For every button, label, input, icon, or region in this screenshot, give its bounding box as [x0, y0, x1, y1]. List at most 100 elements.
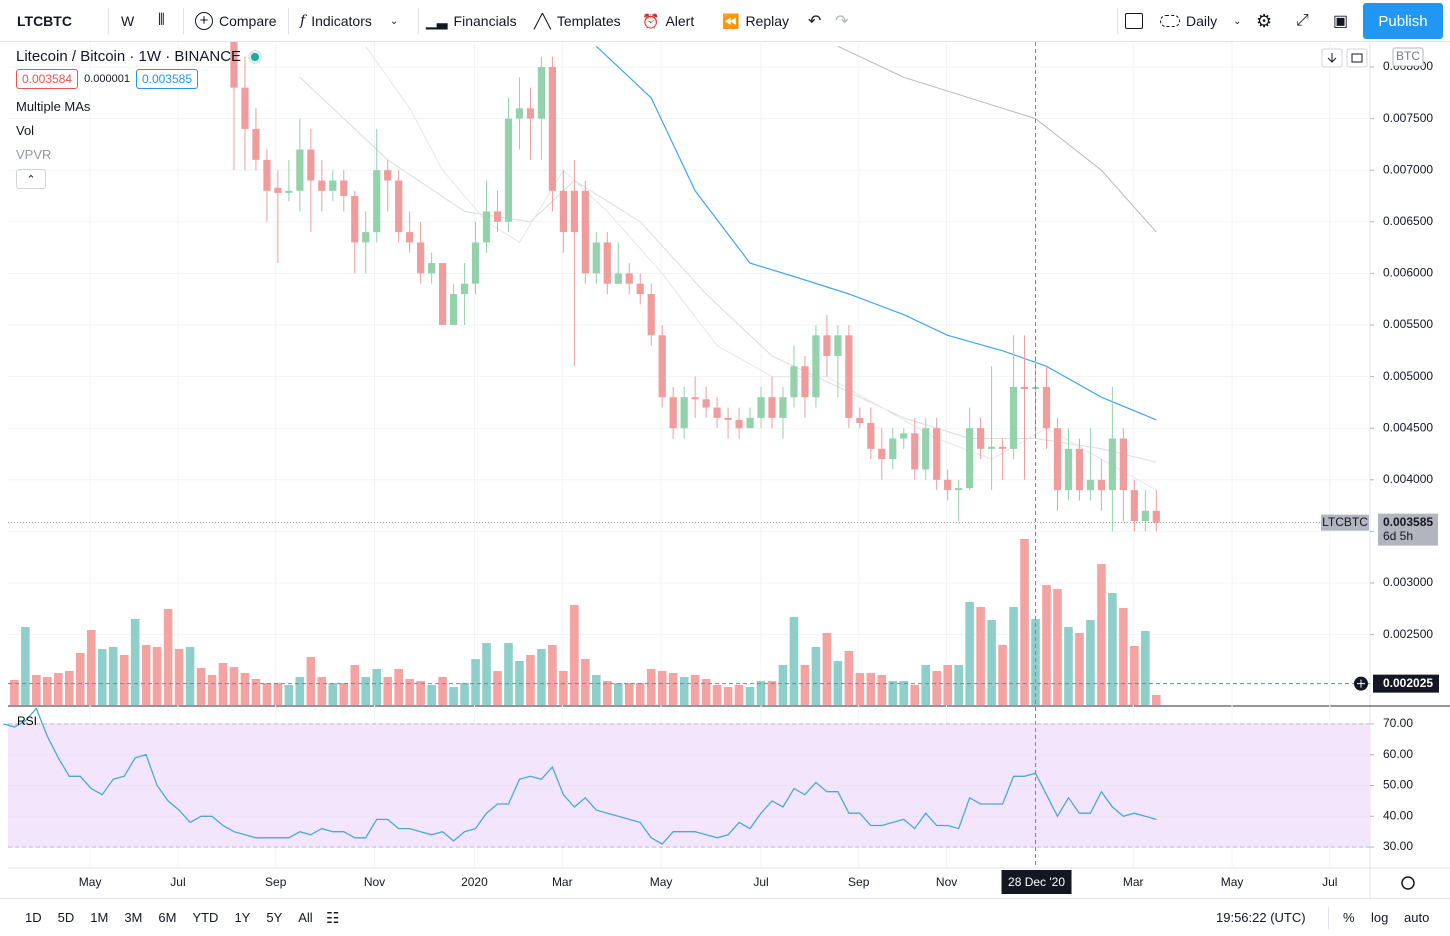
crosshair-price: 0.002025	[1383, 676, 1433, 690]
templates[interactable]: ╱╲ Templates	[534, 12, 621, 30]
volume-bar	[954, 665, 963, 705]
candle-body	[768, 397, 776, 418]
bid[interactable]: 0.003584	[16, 69, 79, 89]
range-button[interactable]: 1D	[25, 910, 42, 925]
candle-body	[428, 263, 436, 274]
publish[interactable]: Publish	[1363, 3, 1443, 39]
date-range[interactable]: ☷	[326, 909, 340, 927]
quote-row: 0.003584 0.000001 0.003585	[16, 69, 259, 89]
last-price-badge-bg	[1378, 513, 1438, 546]
candle-body	[614, 273, 622, 284]
volume-bar	[218, 663, 228, 705]
candle-body	[241, 87, 249, 129]
volume-bar	[262, 683, 272, 705]
candle-body	[658, 335, 666, 398]
select-layout[interactable]	[1125, 0, 1143, 42]
symbol-badge: LTCBTC	[1322, 515, 1368, 529]
candle-body	[878, 448, 886, 460]
range-button[interactable]: YTD	[192, 910, 219, 925]
settings-icon[interactable]	[1401, 876, 1415, 890]
volume-bar	[328, 683, 338, 705]
rsi-tick-label: 40.00	[1383, 808, 1413, 822]
candle-body	[647, 294, 655, 336]
chart-type[interactable]: ⫴	[158, 12, 165, 29]
log[interactable]: log	[1371, 910, 1389, 925]
crosshair-date-bg	[1001, 870, 1072, 894]
financials[interactable]: ▁▃ Financials	[426, 12, 517, 30]
alert[interactable]: ⏰ Alert	[642, 12, 695, 30]
interval[interactable]: W	[121, 13, 135, 29]
x-tick-label: Jul	[1322, 875, 1337, 889]
indicators[interactable]: f Indicators ⌄	[300, 13, 399, 29]
volume-bar	[635, 683, 645, 705]
range-button[interactable]: 1Y	[234, 910, 251, 925]
volume-bar	[932, 671, 941, 705]
volume-bar	[1042, 585, 1051, 705]
layout[interactable]: Daily ⌄	[1160, 0, 1242, 42]
volume-bar	[559, 671, 568, 705]
range-button[interactable]: 6M	[158, 910, 177, 925]
volume-bar	[196, 668, 206, 705]
volume-bar	[745, 687, 755, 705]
range-button[interactable]: 5D	[57, 910, 75, 925]
volume-bar	[339, 683, 349, 705]
candle-body	[1086, 479, 1095, 491]
study[interactable]: Multiple MAs	[16, 99, 91, 114]
volume-bar	[1119, 608, 1128, 705]
compare[interactable]: + Compare	[195, 0, 277, 42]
volume-bar	[1053, 589, 1062, 705]
volume-bar	[537, 649, 546, 705]
volume-bar	[493, 671, 502, 705]
symbol[interactable]: LTCBTC	[17, 13, 72, 29]
redo[interactable]: ↷	[835, 13, 849, 30]
volume-bar	[921, 665, 931, 705]
snapshot[interactable]: ▣	[1333, 13, 1349, 30]
ask[interactable]: 0.003585	[135, 69, 199, 89]
crosshair-date: 28 Dec '20	[1008, 875, 1065, 889]
range-button[interactable]: 1M	[90, 910, 109, 925]
volume-bar	[163, 609, 173, 705]
spread: 0.000001	[84, 73, 130, 85]
auto[interactable]: auto	[1404, 910, 1430, 925]
x-tick-label: Nov	[936, 875, 957, 889]
volume-bar	[108, 647, 118, 705]
range-button[interactable]: 5Y	[266, 910, 283, 925]
collapse-legend[interactable]: ⌃	[16, 169, 46, 189]
candle-body	[230, 42, 238, 88]
y-tick-label: 0.005000	[1383, 369, 1433, 383]
candle-body	[1009, 386, 1018, 449]
y-tick-label: 0.007500	[1383, 111, 1433, 125]
undo[interactable]: ↶	[808, 13, 822, 30]
range-button[interactable]: 3M	[124, 910, 143, 925]
range-button[interactable]: All	[298, 910, 313, 925]
clock[interactable]: 19:56:22 (UTC)	[1216, 910, 1306, 925]
moving-average	[365, 46, 1157, 491]
study[interactable]: Vol	[16, 123, 35, 138]
fullscreen[interactable]: ⤢	[1296, 12, 1309, 29]
percent[interactable]: %	[1343, 910, 1355, 925]
maximize-icon	[1351, 53, 1363, 63]
settings[interactable]: ⚙	[1256, 10, 1273, 31]
volume-bar	[1075, 633, 1084, 705]
volume-bar	[207, 675, 217, 705]
volume-bar	[570, 605, 579, 705]
replay[interactable]: ⏪ Replay	[722, 12, 790, 30]
volume-bar	[383, 677, 392, 705]
maximize-button[interactable]	[1346, 48, 1368, 68]
volume-bar	[43, 677, 52, 705]
candle-body	[537, 66, 546, 119]
volume-bar	[438, 677, 447, 705]
y-tick-label: 0.005500	[1383, 317, 1433, 331]
volume-bar	[295, 677, 305, 705]
volume-bar	[822, 633, 832, 705]
candle-body	[329, 180, 337, 191]
y-tick-label: 0.003000	[1383, 575, 1433, 589]
candle-body	[406, 232, 414, 243]
volume-bar	[54, 673, 63, 705]
ranges: 1D 5D 1M 3M 6M YTD 1Y 5Y All	[18, 899, 322, 936]
volume-bar	[1130, 646, 1139, 705]
study[interactable]: VPVR	[16, 147, 52, 162]
volume-bar	[317, 677, 327, 705]
candle-body	[1097, 479, 1105, 491]
candle-body	[1053, 428, 1062, 491]
